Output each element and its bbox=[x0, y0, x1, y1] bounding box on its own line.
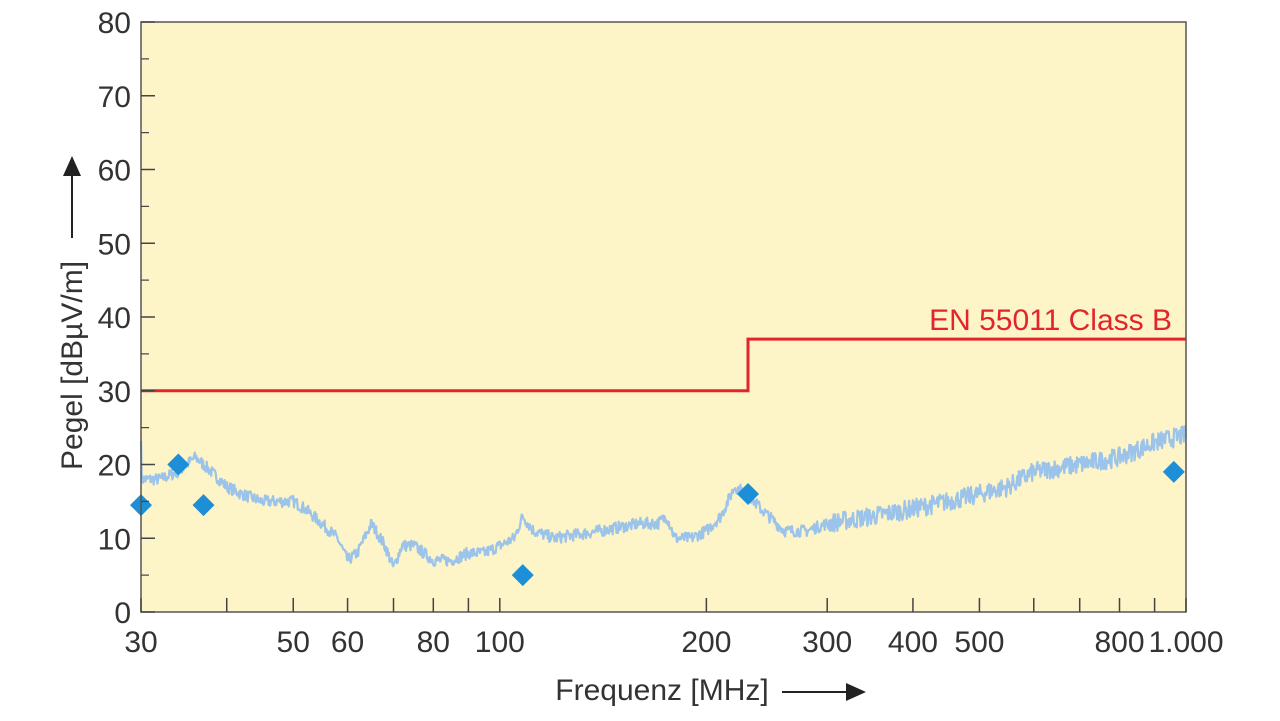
y-axis: 0 10 20 30 40 50 60 70 80 bbox=[98, 7, 155, 630]
y-axis-arrow-icon bbox=[63, 156, 81, 176]
y-tick-label: 20 bbox=[98, 450, 131, 483]
x-tick-label: 200 bbox=[681, 626, 731, 659]
x-tick-label: 800 bbox=[1094, 626, 1144, 659]
x-axis-title-group: Frequenz [MHz] bbox=[555, 674, 866, 707]
y-tick-label: 10 bbox=[98, 523, 131, 556]
limit-line bbox=[141, 337, 1186, 393]
limit-line-label: EN 55011 Class B bbox=[929, 304, 1172, 337]
limit-line-layer bbox=[141, 337, 1186, 393]
x-tick-label: 400 bbox=[888, 626, 938, 659]
measurement-point bbox=[167, 453, 190, 476]
x-tick-label: 50 bbox=[277, 626, 310, 659]
y-tick-label: 0 bbox=[114, 597, 131, 630]
noise-trace-line bbox=[139, 425, 1187, 568]
x-tick-label: 500 bbox=[954, 626, 1004, 659]
y-axis-title: Pegel [dBµV/m] bbox=[56, 261, 89, 470]
x-axis-title: Frequenz [MHz] bbox=[555, 674, 768, 707]
y-tick-label: 40 bbox=[98, 302, 131, 335]
y-axis-title-group: Pegel [dBµV/m] bbox=[56, 156, 89, 470]
x-tick-label: 1.000 bbox=[1148, 626, 1223, 659]
y-tick-label: 60 bbox=[98, 155, 131, 188]
noise-trace bbox=[139, 425, 1187, 568]
measurement-point bbox=[511, 564, 534, 587]
x-tick-label: 100 bbox=[475, 626, 525, 659]
x-tick-label: 80 bbox=[417, 626, 450, 659]
y-tick-label: 30 bbox=[98, 376, 131, 409]
measurement-point bbox=[1162, 460, 1185, 483]
x-axis: 30 50 60 80 100 200 300 400 500 800 1.000 bbox=[124, 598, 1224, 659]
y-tick-label: 50 bbox=[98, 228, 131, 261]
x-axis-arrow-icon bbox=[846, 683, 866, 701]
x-tick-label: 300 bbox=[802, 626, 852, 659]
y-tick-label: 70 bbox=[98, 81, 131, 114]
x-tick-label: 60 bbox=[331, 626, 364, 659]
measurement-point bbox=[192, 494, 215, 517]
measurement-point bbox=[737, 483, 760, 505]
x-tick-label: 30 bbox=[124, 626, 157, 659]
y-tick-label: 80 bbox=[98, 7, 131, 40]
